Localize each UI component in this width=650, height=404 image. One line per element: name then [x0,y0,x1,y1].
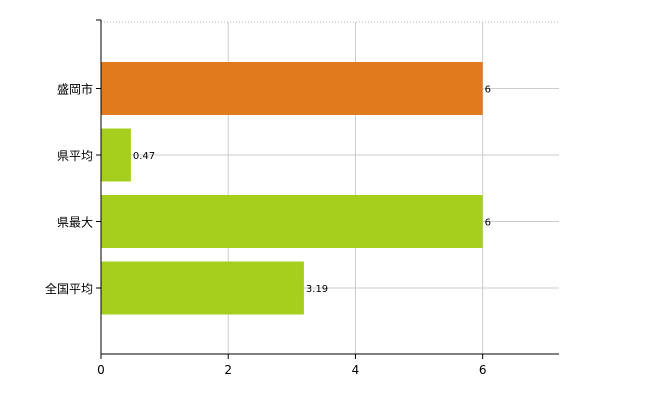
bar [101,62,483,115]
bar [101,261,304,315]
category-label: 県最大 [57,216,93,230]
x-tick-label: 4 [352,363,360,377]
data-label: 6 [485,218,491,229]
x-tick-label: 2 [224,363,232,377]
x-tick-label: 0 [97,363,105,377]
labels: 6 盛岡市 0.47 県平均 6 県最大 3.19 全国平均 0 2 4 6 [45,82,491,378]
data-label: 3.19 [306,284,328,295]
data-label: 0.47 [133,151,155,162]
axes [96,19,559,359]
category-label: 全国平均 [45,281,93,296]
category-label: 県平均 [57,149,93,163]
bar [101,128,131,182]
bars [101,62,483,315]
data-label: 6 [485,85,491,96]
bar [101,195,483,248]
x-tick-label: 6 [479,363,487,377]
category-label: 盛岡市 [57,82,93,97]
